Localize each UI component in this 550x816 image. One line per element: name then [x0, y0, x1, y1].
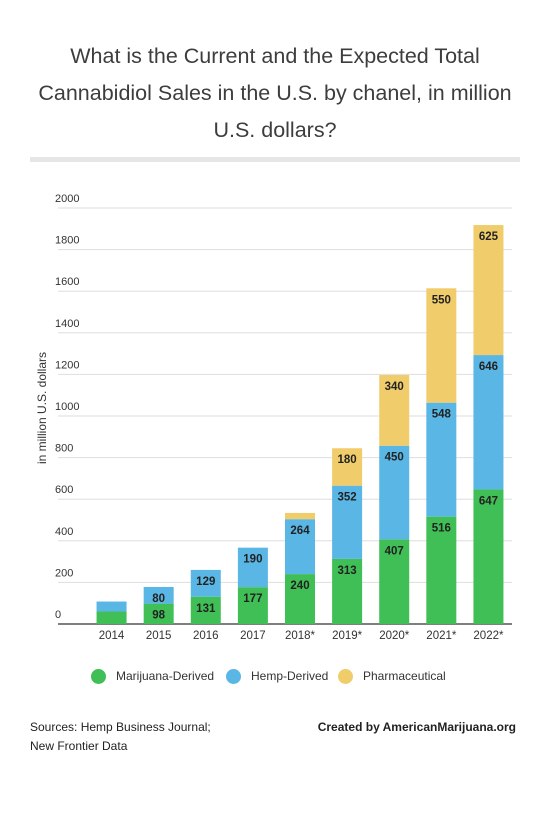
bar-segment-pharmaceutical-2019: [332, 448, 363, 486]
bar-segment-pharmaceutical-2020: [379, 375, 410, 446]
bar-segment-marijuana-derived-2014: [96, 611, 127, 624]
y-tick-label: 800: [55, 443, 73, 455]
data-label: 180: [338, 454, 357, 466]
data-label: 646: [479, 361, 498, 373]
bar-segment-pharmaceutical-2022: [473, 225, 504, 356]
legend-item-pharmaceutical: Pharmaceutical: [338, 664, 446, 688]
x-tick-label: 2019*: [332, 630, 363, 642]
x-tick-label: 2021*: [426, 630, 457, 642]
data-label: 98: [152, 610, 165, 622]
bar-segment-pharmaceutical-2018: [285, 512, 315, 520]
bar-segment-marijuana-derived-2022: [473, 489, 504, 624]
bar-segment-marijuana-derived-2018: [285, 574, 315, 624]
bar-segment-marijuana-derived-2019: [332, 558, 363, 624]
data-label: 129: [196, 576, 215, 588]
data-label: 177: [243, 593, 262, 605]
data-label: 190: [243, 554, 262, 566]
sources-line-1: Sources: Hemp Business Journal;: [30, 720, 211, 734]
legend-item-hemp: Hemp-Derived: [226, 664, 328, 688]
y-tick-label: 0: [55, 609, 61, 621]
y-tick-label: 600: [55, 484, 73, 496]
bar-segment-hemp-derived-2015: [143, 586, 174, 604]
data-label: 407: [385, 545, 404, 557]
y-tick-label: 1200: [55, 359, 79, 371]
y-tick-label: 1800: [55, 235, 79, 247]
legend-item-marijuana: Marijuana-Derived: [91, 664, 214, 688]
data-label: 352: [338, 492, 357, 504]
data-label: 647: [479, 495, 498, 507]
bar-segment-marijuana-derived-2020: [379, 539, 410, 624]
bar-stacks: 98 80 131 129 177 190 240 264 313 352 180 407 450 340…: [96, 225, 504, 624]
bar-segment-marijuana-derived-2021: [426, 516, 457, 624]
bar-segment-marijuana-derived-2017: [237, 587, 268, 624]
sources-line-2: New Frontier Data: [30, 739, 128, 753]
data-label: 548: [432, 409, 452, 421]
bar-segment-hemp-derived-2018: [285, 519, 315, 575]
data-label: 550: [432, 294, 451, 306]
x-axis-ticks: 2014 2015 2016 2017 2018* 2019* 2020* 2021* 2022…: [99, 630, 504, 642]
data-label: 625: [479, 231, 499, 243]
y-tick-label: 2000: [55, 193, 79, 205]
bar-segment-marijuana-derived-2016: [190, 596, 221, 624]
bar-segment-hemp-derived-2020: [379, 445, 410, 540]
legend: Marijuana-Derived Hemp-Derived Pharmaceu…: [0, 664, 550, 688]
bar-segment-hemp-derived-2021: [426, 402, 457, 517]
legend-swatch-pharmaceutical: [338, 668, 353, 684]
y-tick-label: 200: [55, 567, 73, 579]
sources: Sources: Hemp Business Journal; New Fron…: [30, 718, 211, 756]
x-tick-label: 2018*: [285, 630, 316, 642]
legend-swatch-marijuana: [91, 668, 106, 684]
title-divider: [30, 157, 520, 162]
bar-segment-hemp-derived-2022: [473, 355, 504, 490]
y-tick-label: 400: [55, 526, 73, 538]
legend-label-marijuana: Marijuana-Derived: [116, 669, 215, 683]
y-tick-label: 1000: [55, 401, 79, 413]
x-tick-label: 2020*: [379, 630, 410, 642]
legend-label-pharmaceutical: Pharmaceutical: [363, 669, 446, 683]
data-label: 340: [385, 381, 404, 393]
bar-segment-hemp-derived-2014: [96, 601, 127, 612]
bar-segment-pharmaceutical-2021: [426, 288, 457, 403]
data-label: 450: [385, 452, 404, 464]
data-label: 264: [290, 525, 310, 537]
x-tick-label: 2016: [193, 630, 219, 642]
y-axis-label: in million U.S. dollars: [35, 352, 49, 464]
legend-label-hemp: Hemp-Derived: [251, 669, 329, 683]
data-label: 131: [196, 603, 216, 615]
credit: Created by AmericanMarijuana.org: [317, 720, 516, 734]
x-tick-label: 2022*: [473, 630, 504, 642]
bar-chart: 0 200 400 600 800 1000 1200 1400 1600 1800 2000 98…: [35, 193, 512, 642]
y-tick-label: 1400: [55, 318, 79, 330]
x-tick-label: 2017: [240, 630, 266, 642]
y-tick-label: 1600: [55, 276, 79, 288]
x-tick-label: 2015: [146, 630, 172, 642]
x-tick-label: 2014: [99, 630, 125, 642]
data-label: 516: [432, 523, 451, 535]
legend-swatch-hemp: [226, 668, 241, 684]
bar-segment-marijuana-derived-2015: [143, 603, 174, 624]
data-label: 80: [152, 593, 165, 605]
data-label: 240: [290, 580, 309, 592]
bar-segment-hemp-derived-2017: [237, 547, 268, 588]
chart-title: What is the Current and the Expected Tot…: [38, 44, 512, 142]
bar-segment-hemp-derived-2019: [332, 485, 363, 559]
y-axis-ticks: 0 200 400 600 800 1000 1200 1400 1600 1800 2000: [55, 193, 79, 621]
data-label: 313: [338, 565, 357, 577]
bar-segment-hemp-derived-2016: [190, 569, 221, 597]
